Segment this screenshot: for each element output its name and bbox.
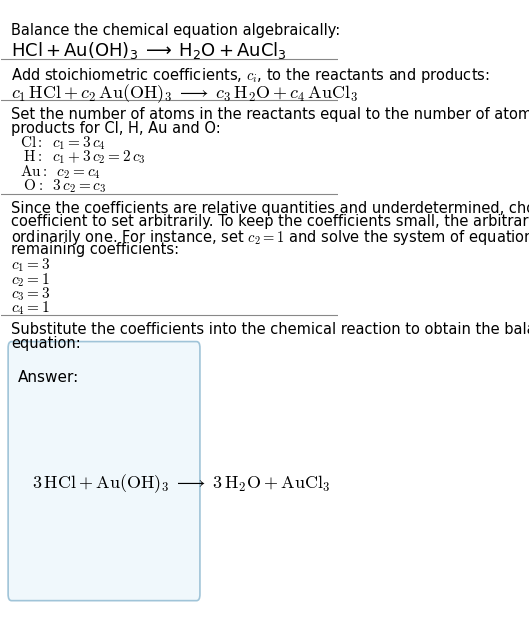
- Text: $c_1 = 3$: $c_1 = 3$: [12, 256, 51, 274]
- Text: ordinarily one. For instance, set $c_2 = 1$ and solve the system of equations fo: ordinarily one. For instance, set $c_2 =…: [12, 228, 529, 247]
- Text: products for Cl, H, Au and O:: products for Cl, H, Au and O:: [12, 120, 221, 135]
- Text: $c_1\,\mathrm{HCl} + c_2\,\mathrm{Au(OH)_3} \;\longrightarrow\; c_3\,\mathrm{H_2: $c_1\,\mathrm{HCl} + c_2\,\mathrm{Au(OH)…: [12, 83, 359, 105]
- Text: Set the number of atoms in the reactants equal to the number of atoms in the: Set the number of atoms in the reactants…: [12, 107, 529, 122]
- Text: $\mathrm{Au:}\;\;c_2 = c_4$: $\mathrm{Au:}\;\;c_2 = c_4$: [20, 163, 101, 181]
- Text: $\mathrm{Cl:}\;\;c_1 = 3\,c_4$: $\mathrm{Cl:}\;\;c_1 = 3\,c_4$: [20, 134, 106, 152]
- Text: equation:: equation:: [12, 336, 81, 351]
- Text: Substitute the coefficients into the chemical reaction to obtain the balanced: Substitute the coefficients into the che…: [12, 322, 529, 337]
- Text: $c_2 = 1$: $c_2 = 1$: [12, 271, 50, 288]
- FancyBboxPatch shape: [8, 342, 200, 601]
- Text: $\;\mathrm{H:}\;\;c_1 + 3\,c_2 = 2\,c_3$: $\;\mathrm{H:}\;\;c_1 + 3\,c_2 = 2\,c_3$: [20, 149, 145, 166]
- Text: Add stoichiometric coefficients, $c_i$, to the reactants and products:: Add stoichiometric coefficients, $c_i$, …: [12, 66, 490, 85]
- Text: $c_4 = 1$: $c_4 = 1$: [12, 300, 50, 317]
- Text: Balance the chemical equation algebraically:: Balance the chemical equation algebraica…: [12, 23, 341, 38]
- Text: $\;\mathrm{O:}\;\;3\,c_2 = c_3$: $\;\mathrm{O:}\;\;3\,c_2 = c_3$: [20, 177, 106, 195]
- Text: $c_3 = 3$: $c_3 = 3$: [12, 285, 51, 303]
- Text: remaining coefficients:: remaining coefficients:: [12, 242, 180, 256]
- Text: Answer:: Answer:: [18, 370, 79, 385]
- Text: Since the coefficients are relative quantities and underdetermined, choose a: Since the coefficients are relative quan…: [12, 201, 529, 216]
- Text: $3\,\mathrm{HCl + Au(OH)_3 \;\longrightarrow\; 3\,H_2O + AuCl_3}$: $3\,\mathrm{HCl + Au(OH)_3 \;\longrighta…: [32, 473, 330, 495]
- Text: coefficient to set arbitrarily. To keep the coefficients small, the arbitrary va: coefficient to set arbitrarily. To keep …: [12, 214, 529, 229]
- Text: $\mathregular{HCl + Au(OH)_3 \;\longrightarrow\; H_2O + AuCl_3}$: $\mathregular{HCl + Au(OH)_3 \;\longrigh…: [12, 40, 287, 61]
